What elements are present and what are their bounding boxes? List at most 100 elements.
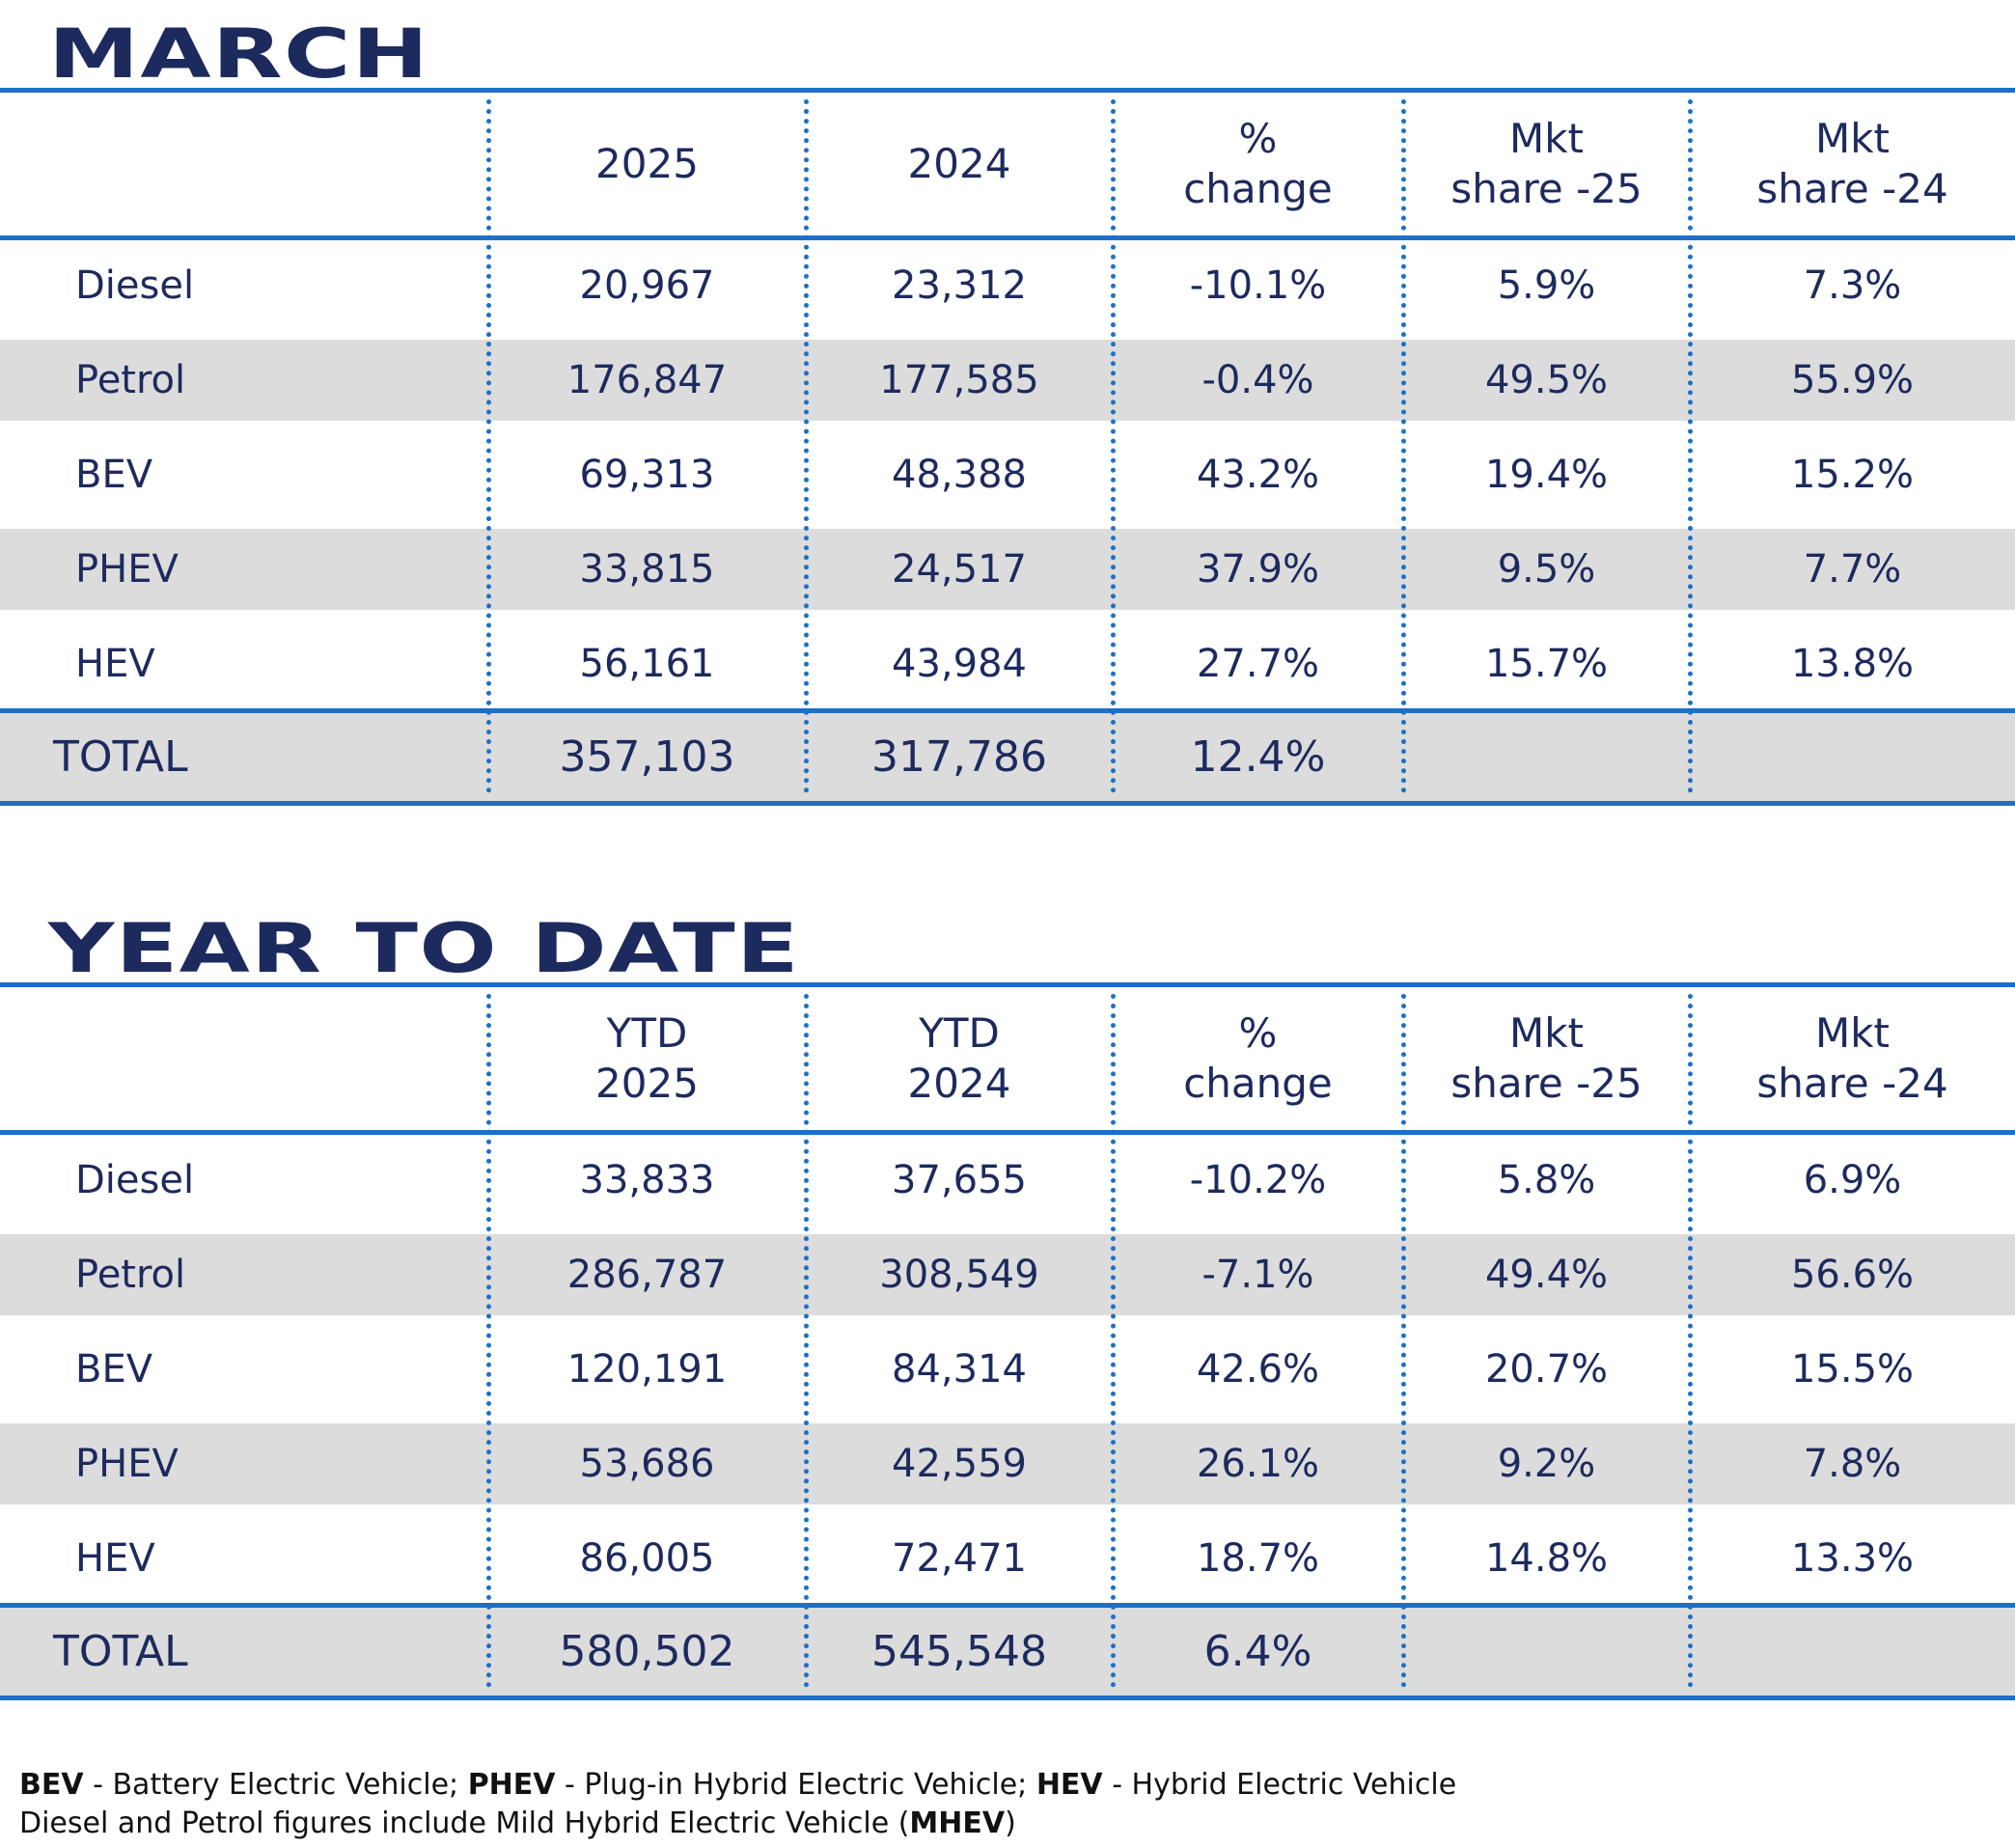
header-line: Mkt: [1508, 1008, 1585, 1057]
table-cell: 19.4%: [1484, 453, 1609, 497]
header-line: 2025: [595, 139, 699, 187]
section-title: YEAR TO DATE: [48, 909, 800, 988]
table-cell: 286,787: [566, 1253, 728, 1297]
column-header: Mkt share -24: [1690, 984, 2015, 1132]
total-cell: 545,548: [871, 1626, 1047, 1676]
table-cell: 7.8%: [1803, 1442, 1902, 1486]
table-cell: 9.5%: [1497, 547, 1596, 592]
row-shade: [0, 1234, 2015, 1315]
column-header: Mkt share -24: [1690, 90, 2015, 237]
header-line: 2025: [595, 1059, 699, 1107]
footnote-text: ): [1005, 1807, 1016, 1840]
table-cell: 33,833: [579, 1158, 715, 1202]
table-cell: 56.6%: [1790, 1253, 1915, 1297]
rule: [0, 1696, 2015, 1700]
header-line: change: [1183, 1059, 1333, 1107]
total-cell: 580,502: [559, 1626, 735, 1676]
header-line: Mkt: [1814, 114, 1891, 162]
column-header: Mkt share -25: [1403, 984, 1690, 1132]
total-cell: 357,103: [559, 731, 735, 782]
section-title: MARCH: [48, 14, 430, 94]
header-line: YTD: [919, 1008, 1000, 1057]
table-cell: 37.9%: [1196, 547, 1320, 592]
table-cell: 14.8%: [1484, 1536, 1609, 1581]
total-cell: 12.4%: [1190, 731, 1326, 782]
table-cell: 24,517: [892, 547, 1027, 592]
table-cell: 177,585: [879, 358, 1039, 402]
table-cell: -0.4%: [1201, 358, 1314, 402]
row-shade: [0, 1423, 2015, 1504]
column-header: 2025: [488, 90, 806, 237]
table-cell: 55.9%: [1790, 358, 1915, 402]
footnote-text: BEV: [19, 1768, 84, 1802]
column-divider: [1401, 99, 1406, 793]
table-cell: 48,388: [892, 453, 1027, 497]
footnote-text: - Plug-in Hybrid Electric Vehicle;: [555, 1768, 1036, 1802]
column-header: % change: [1113, 984, 1403, 1132]
row-label: BEV: [75, 1347, 153, 1392]
header-line: Mkt: [1814, 1008, 1891, 1057]
table-cell: 49.5%: [1484, 358, 1609, 402]
header-line: %: [1238, 114, 1278, 162]
footnote-line: Diesel and Petrol figures include Mild H…: [19, 1807, 1016, 1840]
table-cell: 56,161: [579, 642, 715, 686]
column-divider: [486, 994, 491, 1688]
row-label: PHEV: [75, 1442, 179, 1486]
header-line: 2024: [907, 139, 1011, 187]
rule: [0, 235, 2015, 240]
rule: [0, 801, 2015, 806]
row-label: Petrol: [75, 358, 186, 402]
total-cell: 6.4%: [1203, 1626, 1312, 1676]
total-shade: [0, 710, 2015, 803]
table-cell: 7.7%: [1803, 547, 1902, 592]
header-line: share -25: [1450, 164, 1642, 212]
table-cell: 53,686: [579, 1442, 715, 1486]
table-cell: 120,191: [566, 1347, 728, 1392]
table-cell: 13.3%: [1790, 1536, 1915, 1581]
table-cell: 5.8%: [1497, 1158, 1596, 1202]
row-shade: [0, 529, 2015, 610]
table-cell: 69,313: [579, 453, 715, 497]
rule: [0, 1603, 2015, 1608]
header-line: share -24: [1756, 1059, 1948, 1107]
row-shade: [0, 340, 2015, 421]
table-cell: 15.2%: [1790, 453, 1915, 497]
table-cell: 23,312: [892, 263, 1027, 308]
row-label: Petrol: [75, 1253, 186, 1297]
table-cell: 9.2%: [1497, 1442, 1596, 1486]
column-divider: [1111, 99, 1116, 793]
row-label: Diesel: [75, 263, 195, 308]
table-cell: -10.2%: [1189, 1158, 1327, 1202]
table-cell: 43,984: [892, 642, 1027, 686]
column-divider: [486, 99, 491, 793]
header-line: YTD: [606, 1008, 688, 1057]
table-cell: 308,549: [879, 1253, 1039, 1297]
column-header: YTD 2024: [806, 984, 1113, 1132]
footnote-text: - Battery Electric Vehicle;: [83, 1768, 468, 1802]
column-divider: [1688, 99, 1693, 793]
table-cell: 26.1%: [1196, 1442, 1320, 1486]
total-shade: [0, 1605, 2015, 1697]
table-cell: 6.9%: [1803, 1158, 1902, 1202]
table-cell: 20.7%: [1484, 1347, 1609, 1392]
table-cell: 49.4%: [1484, 1253, 1609, 1297]
row-label: BEV: [75, 453, 153, 497]
column-divider: [804, 994, 809, 1688]
table-cell: 72,471: [892, 1536, 1027, 1581]
header-line: change: [1183, 164, 1333, 212]
row-label: Diesel: [75, 1158, 195, 1202]
column-header: 2024: [806, 90, 1113, 237]
column-divider: [1688, 994, 1693, 1688]
table-cell: 15.5%: [1790, 1347, 1915, 1392]
table-cell: 37,655: [892, 1158, 1027, 1202]
table-cell: 5.9%: [1497, 263, 1596, 308]
column-divider: [1401, 994, 1406, 1688]
total-label: TOTAL: [53, 1626, 188, 1676]
row-label: HEV: [75, 1536, 155, 1581]
rule: [0, 982, 2015, 987]
table-cell: 7.3%: [1803, 263, 1902, 308]
header-line: share -24: [1756, 164, 1948, 212]
row-label: PHEV: [75, 547, 179, 592]
table-cell: 20,967: [579, 263, 715, 308]
